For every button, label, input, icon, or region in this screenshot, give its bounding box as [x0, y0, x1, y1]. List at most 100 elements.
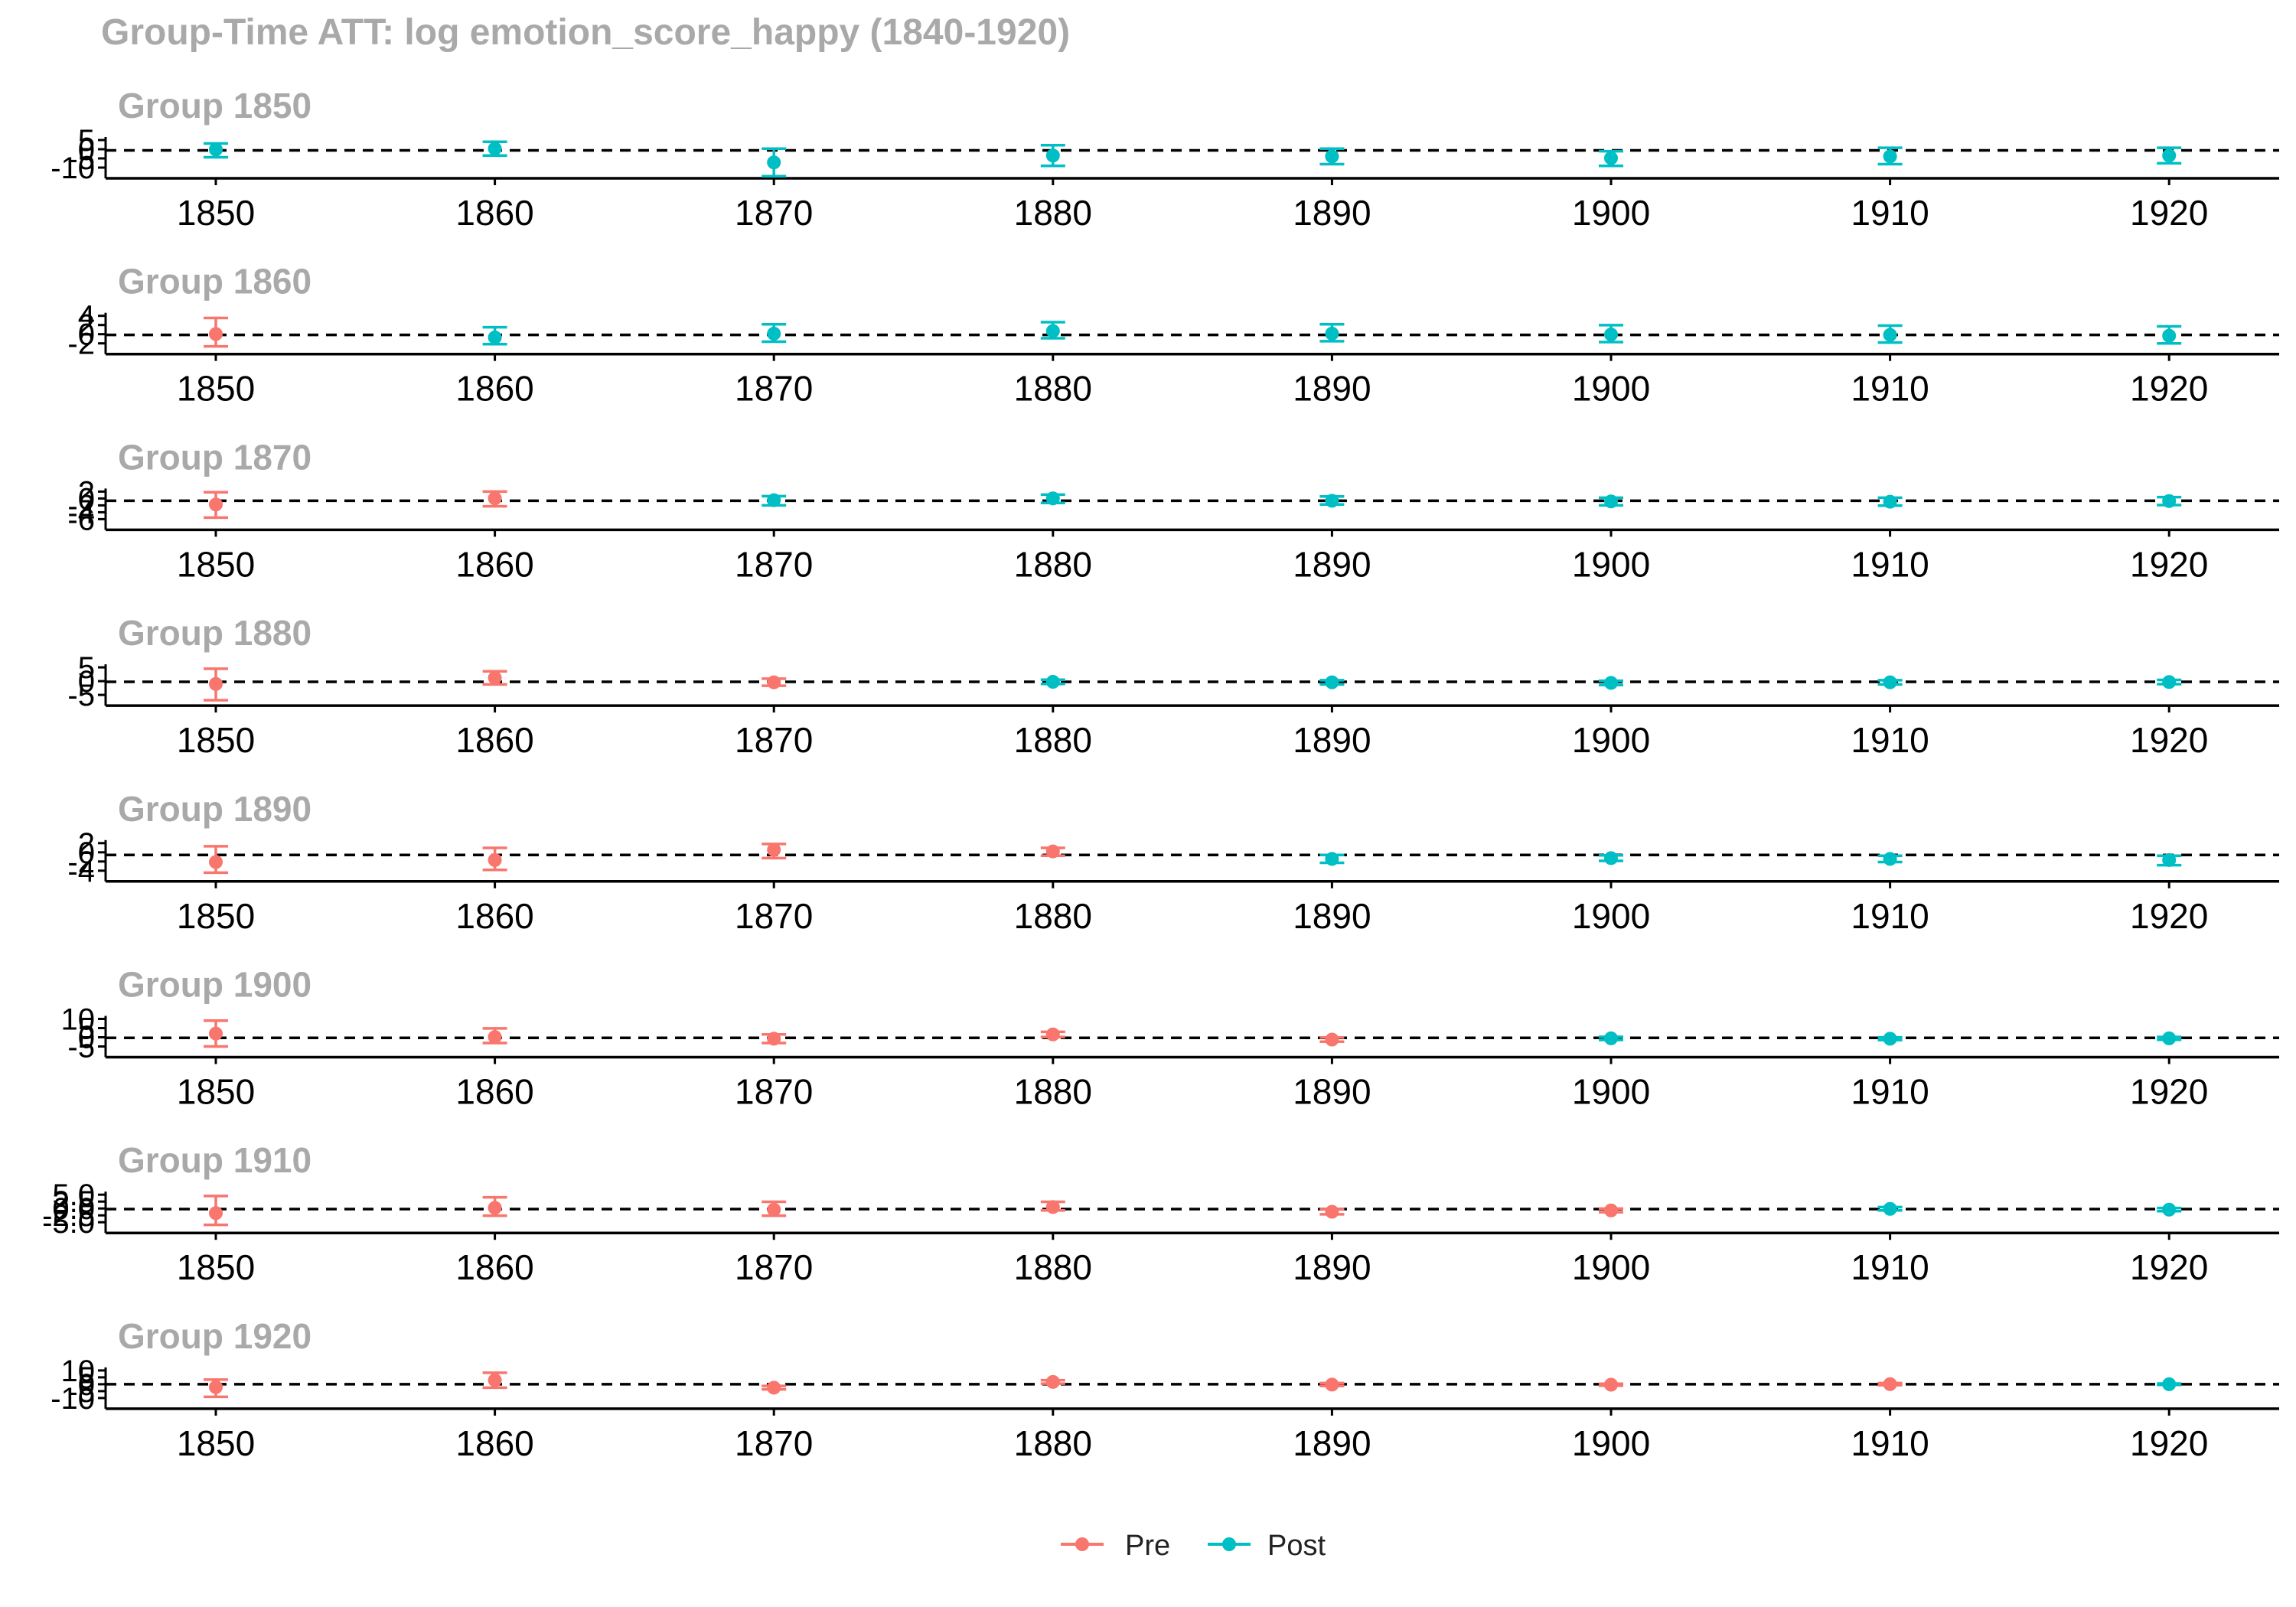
data-point — [767, 1380, 781, 1395]
data-point — [1325, 149, 1339, 164]
data-point — [488, 1201, 502, 1215]
x-tick-label: 1920 — [2130, 1247, 2208, 1287]
data-point — [1045, 1374, 1060, 1389]
y-tick-label: 5 — [78, 651, 95, 685]
data-point — [1045, 491, 1060, 506]
legend-item-pre: Pre — [1061, 1530, 1170, 1562]
x-tick-label: 1890 — [1293, 720, 1371, 760]
data-point — [1325, 1377, 1339, 1392]
data-point — [767, 493, 781, 507]
data-point — [2162, 675, 2177, 689]
x-tick-label: 1860 — [455, 896, 533, 936]
y-tick-label: -5 — [67, 1031, 95, 1064]
legend-key-point — [1222, 1537, 1236, 1551]
data-point — [1045, 148, 1060, 163]
data-point — [1604, 151, 1618, 165]
x-tick-label: 1900 — [1572, 193, 1650, 233]
data-point — [1325, 1204, 1339, 1219]
x-tick-label: 1890 — [1293, 1072, 1371, 1112]
data-point — [209, 497, 223, 512]
data-point — [1604, 1031, 1618, 1045]
x-tick-label: 1880 — [1014, 1423, 1092, 1463]
x-tick-label: 1920 — [2130, 896, 2208, 936]
x-tick-label: 1890 — [1293, 193, 1371, 233]
x-tick-label: 1880 — [1014, 1072, 1092, 1112]
x-tick-label: 1910 — [1851, 1072, 1929, 1112]
panel-title: Group 1850 — [118, 86, 311, 125]
data-point — [488, 670, 502, 685]
x-tick-label: 1880 — [1014, 369, 1092, 409]
x-tick-label: 1870 — [735, 1072, 813, 1112]
x-tick-label: 1850 — [177, 896, 255, 936]
panel-title: Group 1860 — [118, 262, 311, 302]
x-tick-label: 1850 — [177, 193, 255, 233]
y-tick-label: 5 — [78, 1361, 95, 1395]
y-tick-label: -5.0 — [42, 1206, 95, 1240]
data-point — [209, 1206, 223, 1221]
x-tick-label: 1860 — [455, 1247, 533, 1287]
data-point — [209, 142, 223, 157]
x-tick-label: 1890 — [1293, 1247, 1371, 1287]
x-tick-label: 1890 — [1293, 1423, 1371, 1463]
data-point — [1883, 328, 1897, 342]
y-tick-label: 0 — [78, 1368, 95, 1402]
x-tick-label: 1870 — [735, 896, 813, 936]
data-point — [488, 852, 502, 867]
y-tick-label: 4 — [78, 300, 95, 334]
x-tick-label: 1870 — [735, 1247, 813, 1287]
data-point — [209, 1380, 223, 1394]
x-tick-label: 1860 — [455, 1423, 533, 1463]
y-tick-label: 2 — [78, 827, 95, 861]
x-tick-label: 1870 — [735, 193, 813, 233]
x-tick-label: 1880 — [1014, 544, 1092, 584]
y-tick-label: -2 — [67, 846, 95, 879]
data-point — [1045, 844, 1060, 859]
legend-label: Post — [1267, 1530, 1326, 1562]
y-tick-label: -4 — [67, 496, 95, 530]
panel-group-7: Group 1910 5.02.50.0-2.5-5.0 1850 1860 1870 1… — [42, 1140, 2279, 1287]
x-tick-label: 1850 — [177, 1247, 255, 1287]
x-tick-label: 1920 — [2130, 369, 2208, 409]
legend: Pre Post — [1061, 1530, 1326, 1562]
data-point — [209, 855, 223, 869]
x-tick-label: 1870 — [735, 369, 813, 409]
y-tick-label: 10 — [61, 1003, 96, 1037]
x-tick-label: 1920 — [2130, 1072, 2208, 1112]
data-point — [1045, 674, 1060, 689]
data-point — [1045, 324, 1060, 338]
y-tick-label: 2 — [78, 309, 95, 343]
data-point — [767, 326, 781, 341]
legend-key-point — [1075, 1537, 1089, 1551]
data-point — [2162, 1202, 2177, 1217]
y-tick-label: 10 — [61, 1354, 96, 1388]
data-point — [488, 142, 502, 156]
y-tick-label: 0 — [78, 836, 95, 870]
x-tick-label: 1860 — [455, 193, 533, 233]
data-point — [1883, 852, 1897, 866]
y-tick-label: 5 — [78, 1012, 95, 1046]
panel-title: Group 1920 — [118, 1316, 311, 1356]
x-tick-label: 1900 — [1572, 720, 1650, 760]
data-point — [488, 491, 502, 506]
panel-title: Group 1910 — [118, 1140, 311, 1180]
x-tick-label: 1900 — [1572, 1072, 1650, 1112]
x-tick-label: 1910 — [1851, 544, 1929, 584]
y-tick-label: -5 — [67, 1375, 95, 1409]
data-point — [1883, 494, 1897, 509]
x-tick-label: 1860 — [455, 369, 533, 409]
x-tick-label: 1900 — [1572, 544, 1650, 584]
data-point — [1883, 149, 1897, 164]
x-tick-label: 1910 — [1851, 720, 1929, 760]
x-tick-label: 1850 — [177, 1072, 255, 1112]
data-point — [767, 675, 781, 689]
panel-group-1: Group 1850 50-5-10 1850 1860 1870 1880 1890 190… — [51, 86, 2279, 233]
data-point — [1045, 1200, 1060, 1214]
x-tick-label: 1920 — [2130, 193, 2208, 233]
chart-title: Group-Time ATT: log emotion_score_happy … — [101, 12, 1070, 53]
x-tick-label: 1870 — [735, 1423, 813, 1463]
x-tick-label: 1880 — [1014, 1247, 1092, 1287]
x-tick-label: 1880 — [1014, 720, 1092, 760]
x-tick-label: 1910 — [1851, 896, 1929, 936]
